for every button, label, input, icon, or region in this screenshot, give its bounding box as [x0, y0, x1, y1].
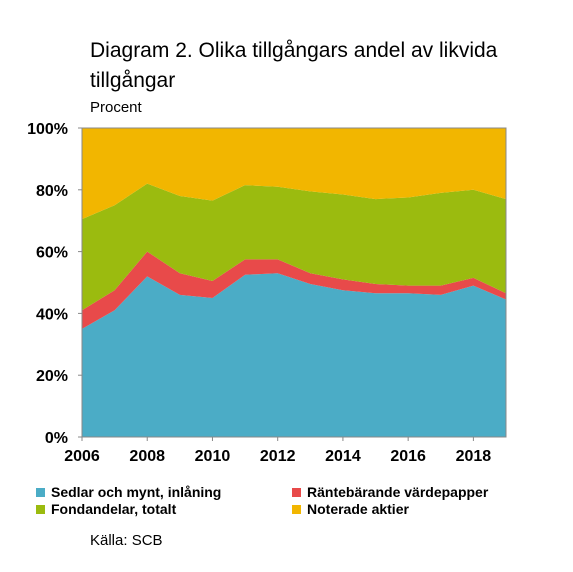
legend-label-noterade-aktier: Noterade aktier	[307, 501, 409, 517]
plot-frame	[81, 127, 507, 438]
legend-swatch-sedlar	[36, 487, 45, 497]
x-tick-label: 2016	[390, 448, 426, 465]
legend-label-fondandelar: Fondandelar, totalt	[51, 501, 177, 517]
y-tick-label: 80%	[36, 183, 68, 200]
x-tick-label: 2008	[129, 448, 165, 465]
area-layers	[82, 128, 506, 437]
area-series-2	[82, 183, 506, 311]
unit-label: Procent	[90, 99, 142, 116]
chart-title: Diagram 2. Olika tillgångars andel av li…	[90, 39, 498, 92]
legend-item-noterade-aktier: Noterade aktier	[292, 501, 409, 517]
x-tick-label: 2006	[64, 448, 100, 465]
area-series-0	[82, 273, 506, 437]
y-axis-ticks: 0% 20% 40% 60% 80% 100%	[27, 121, 82, 447]
legend-swatch-noterade-aktier	[292, 504, 301, 514]
x-tick-label: 2018	[456, 448, 492, 465]
legend-item-rantebarande: Räntebärande värdepapper	[292, 484, 488, 500]
area-series-3	[82, 128, 506, 220]
x-tick-label: 2010	[195, 448, 231, 465]
y-tick-label: 100%	[27, 121, 68, 138]
legend-label-sedlar: Sedlar och mynt, inlåning	[51, 484, 222, 500]
legend-swatch-rantebarande	[292, 487, 301, 497]
x-axis-ticks: 2006 2008 2010 2012 2014 2016 2018	[64, 437, 491, 465]
y-tick-label: 60%	[36, 245, 68, 262]
source-note: Källa: SCB	[90, 532, 163, 549]
legend-label-rantebarande: Räntebärande värdepapper	[307, 484, 489, 500]
legend-swatch-fondandelar	[36, 504, 45, 514]
axes	[81, 127, 507, 438]
area-series-1	[82, 251, 506, 329]
legend-item-fondandelar: Fondandelar, totalt	[36, 501, 176, 517]
y-tick-label: 40%	[36, 306, 68, 323]
x-tick-label: 2012	[260, 448, 296, 465]
x-tick-label: 2014	[325, 448, 361, 465]
y-tick-label: 0%	[45, 430, 68, 447]
legend-item-sedlar: Sedlar och mynt, inlåning	[36, 484, 221, 500]
y-tick-label: 20%	[36, 368, 68, 385]
